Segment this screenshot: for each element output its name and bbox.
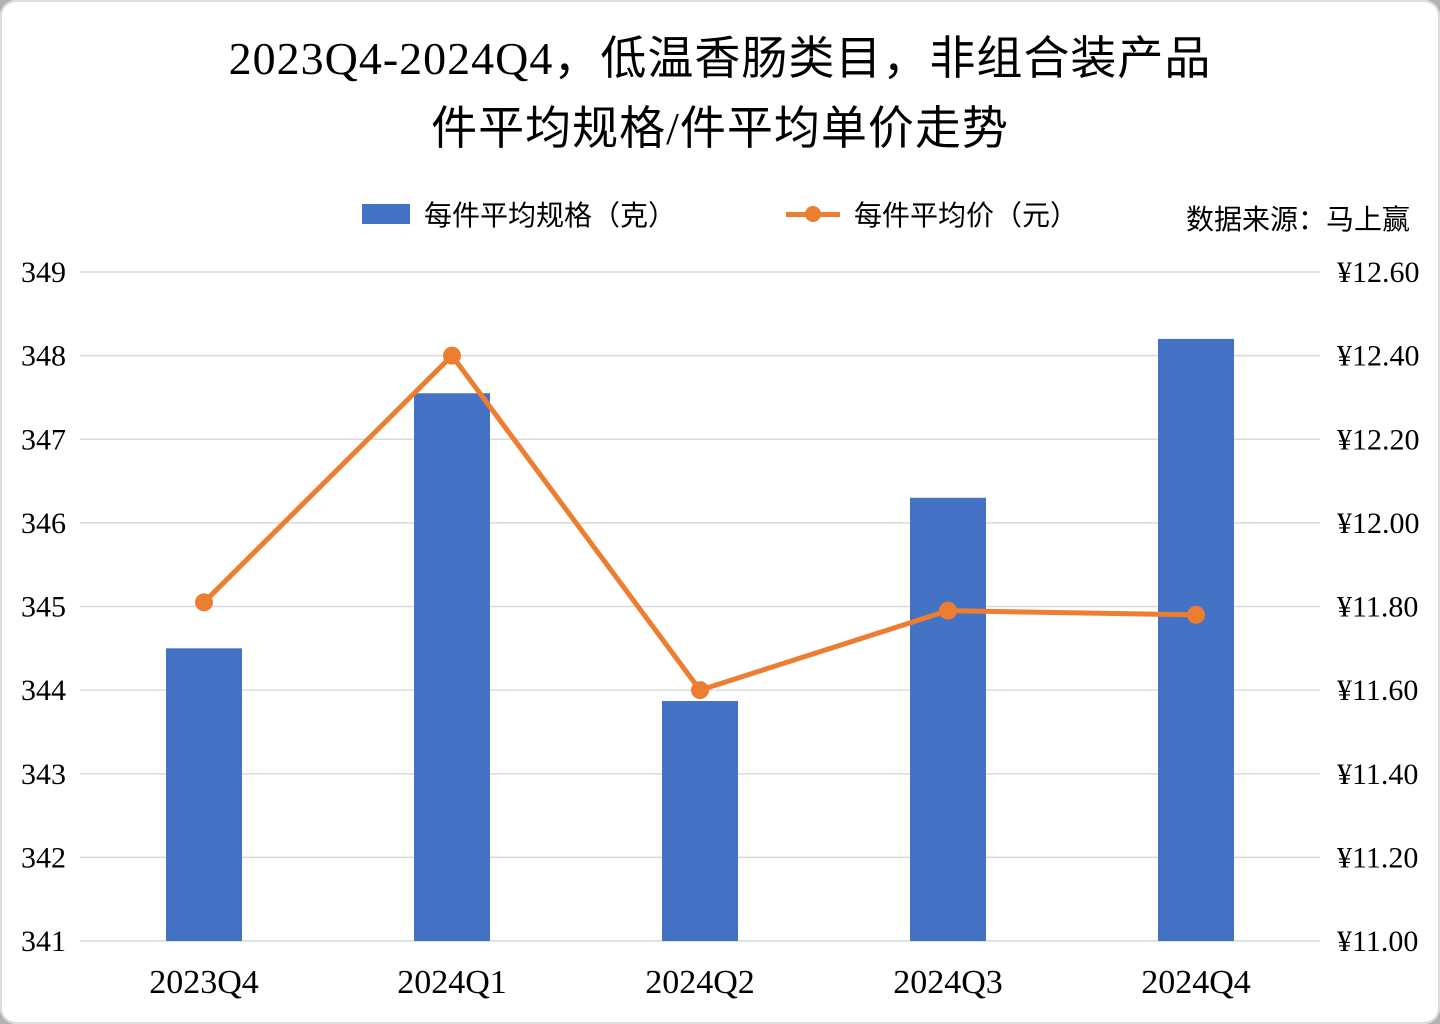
right-axis-tick: ¥11.60 [1337,674,1418,707]
right-axis-tick: ¥12.40 [1337,340,1420,373]
legend-items: 每件平均规格（克） 每件平均价（元） [0,192,1440,236]
bar [910,497,986,941]
bar-swatch-icon [361,204,410,224]
chart-title-line2: 件平均规格/件平均单价走势 [431,103,1009,154]
legend-item-line: 每件平均价（元） [786,194,1078,234]
line-marker [939,601,957,620]
right-axis-tick: ¥11.40 [1337,758,1418,791]
right-axis-tick: ¥11.80 [1337,591,1418,624]
left-axis-tick: 344 [21,674,66,707]
bar [166,648,242,941]
bar [662,700,738,941]
bar [414,393,490,942]
chart-title-line1: 2023Q4-2024Q4，低温香肠类目，非组合装产品 [228,33,1212,84]
left-axis-tick: 348 [21,340,66,373]
line-marker [195,593,213,612]
right-axis-tick: ¥11.20 [1337,841,1418,874]
left-axis-tick: 341 [21,925,66,958]
line-marker-icon [805,206,821,222]
x-axis-label: 2024Q3 [893,964,1003,1001]
left-axis-tick: 345 [21,591,66,624]
line-marker [443,346,461,365]
left-axis-tick: 346 [21,507,66,540]
legend-item-bar: 每件平均规格（克） [361,194,676,234]
line-swatch-icon [786,206,840,222]
legend-line-label: 每件平均价（元） [854,201,1079,232]
left-axis-tick: 347 [21,423,66,456]
line-marker [691,681,709,700]
right-axis-tick: ¥12.00 [1337,507,1420,540]
legend: 每件平均规格（克） 每件平均价（元） 数据来源：马上赢 [0,192,1440,236]
left-axis-tick: 343 [21,758,66,791]
chart-title: 2023Q4-2024Q4，低温香肠类目，非组合装产品 件平均规格/件平均单价走… [0,24,1440,164]
line-marker [1187,605,1205,624]
right-axis-tick: ¥11.00 [1337,925,1418,958]
bar [1158,338,1234,941]
x-axis-label: 2023Q4 [149,964,259,1001]
right-axis-tick: ¥12.60 [1337,256,1420,289]
data-source: 数据来源：马上赢 [1185,205,1410,236]
legend-bar-label: 每件平均规格（克） [423,201,676,232]
left-axis-tick: 349 [21,256,66,289]
right-axis-tick: ¥12.20 [1337,423,1420,456]
left-axis-tick: 342 [21,841,66,874]
x-axis-label: 2024Q4 [1141,964,1251,1001]
x-axis-label: 2024Q2 [645,964,755,1001]
x-axis-label: 2024Q1 [397,964,507,1001]
